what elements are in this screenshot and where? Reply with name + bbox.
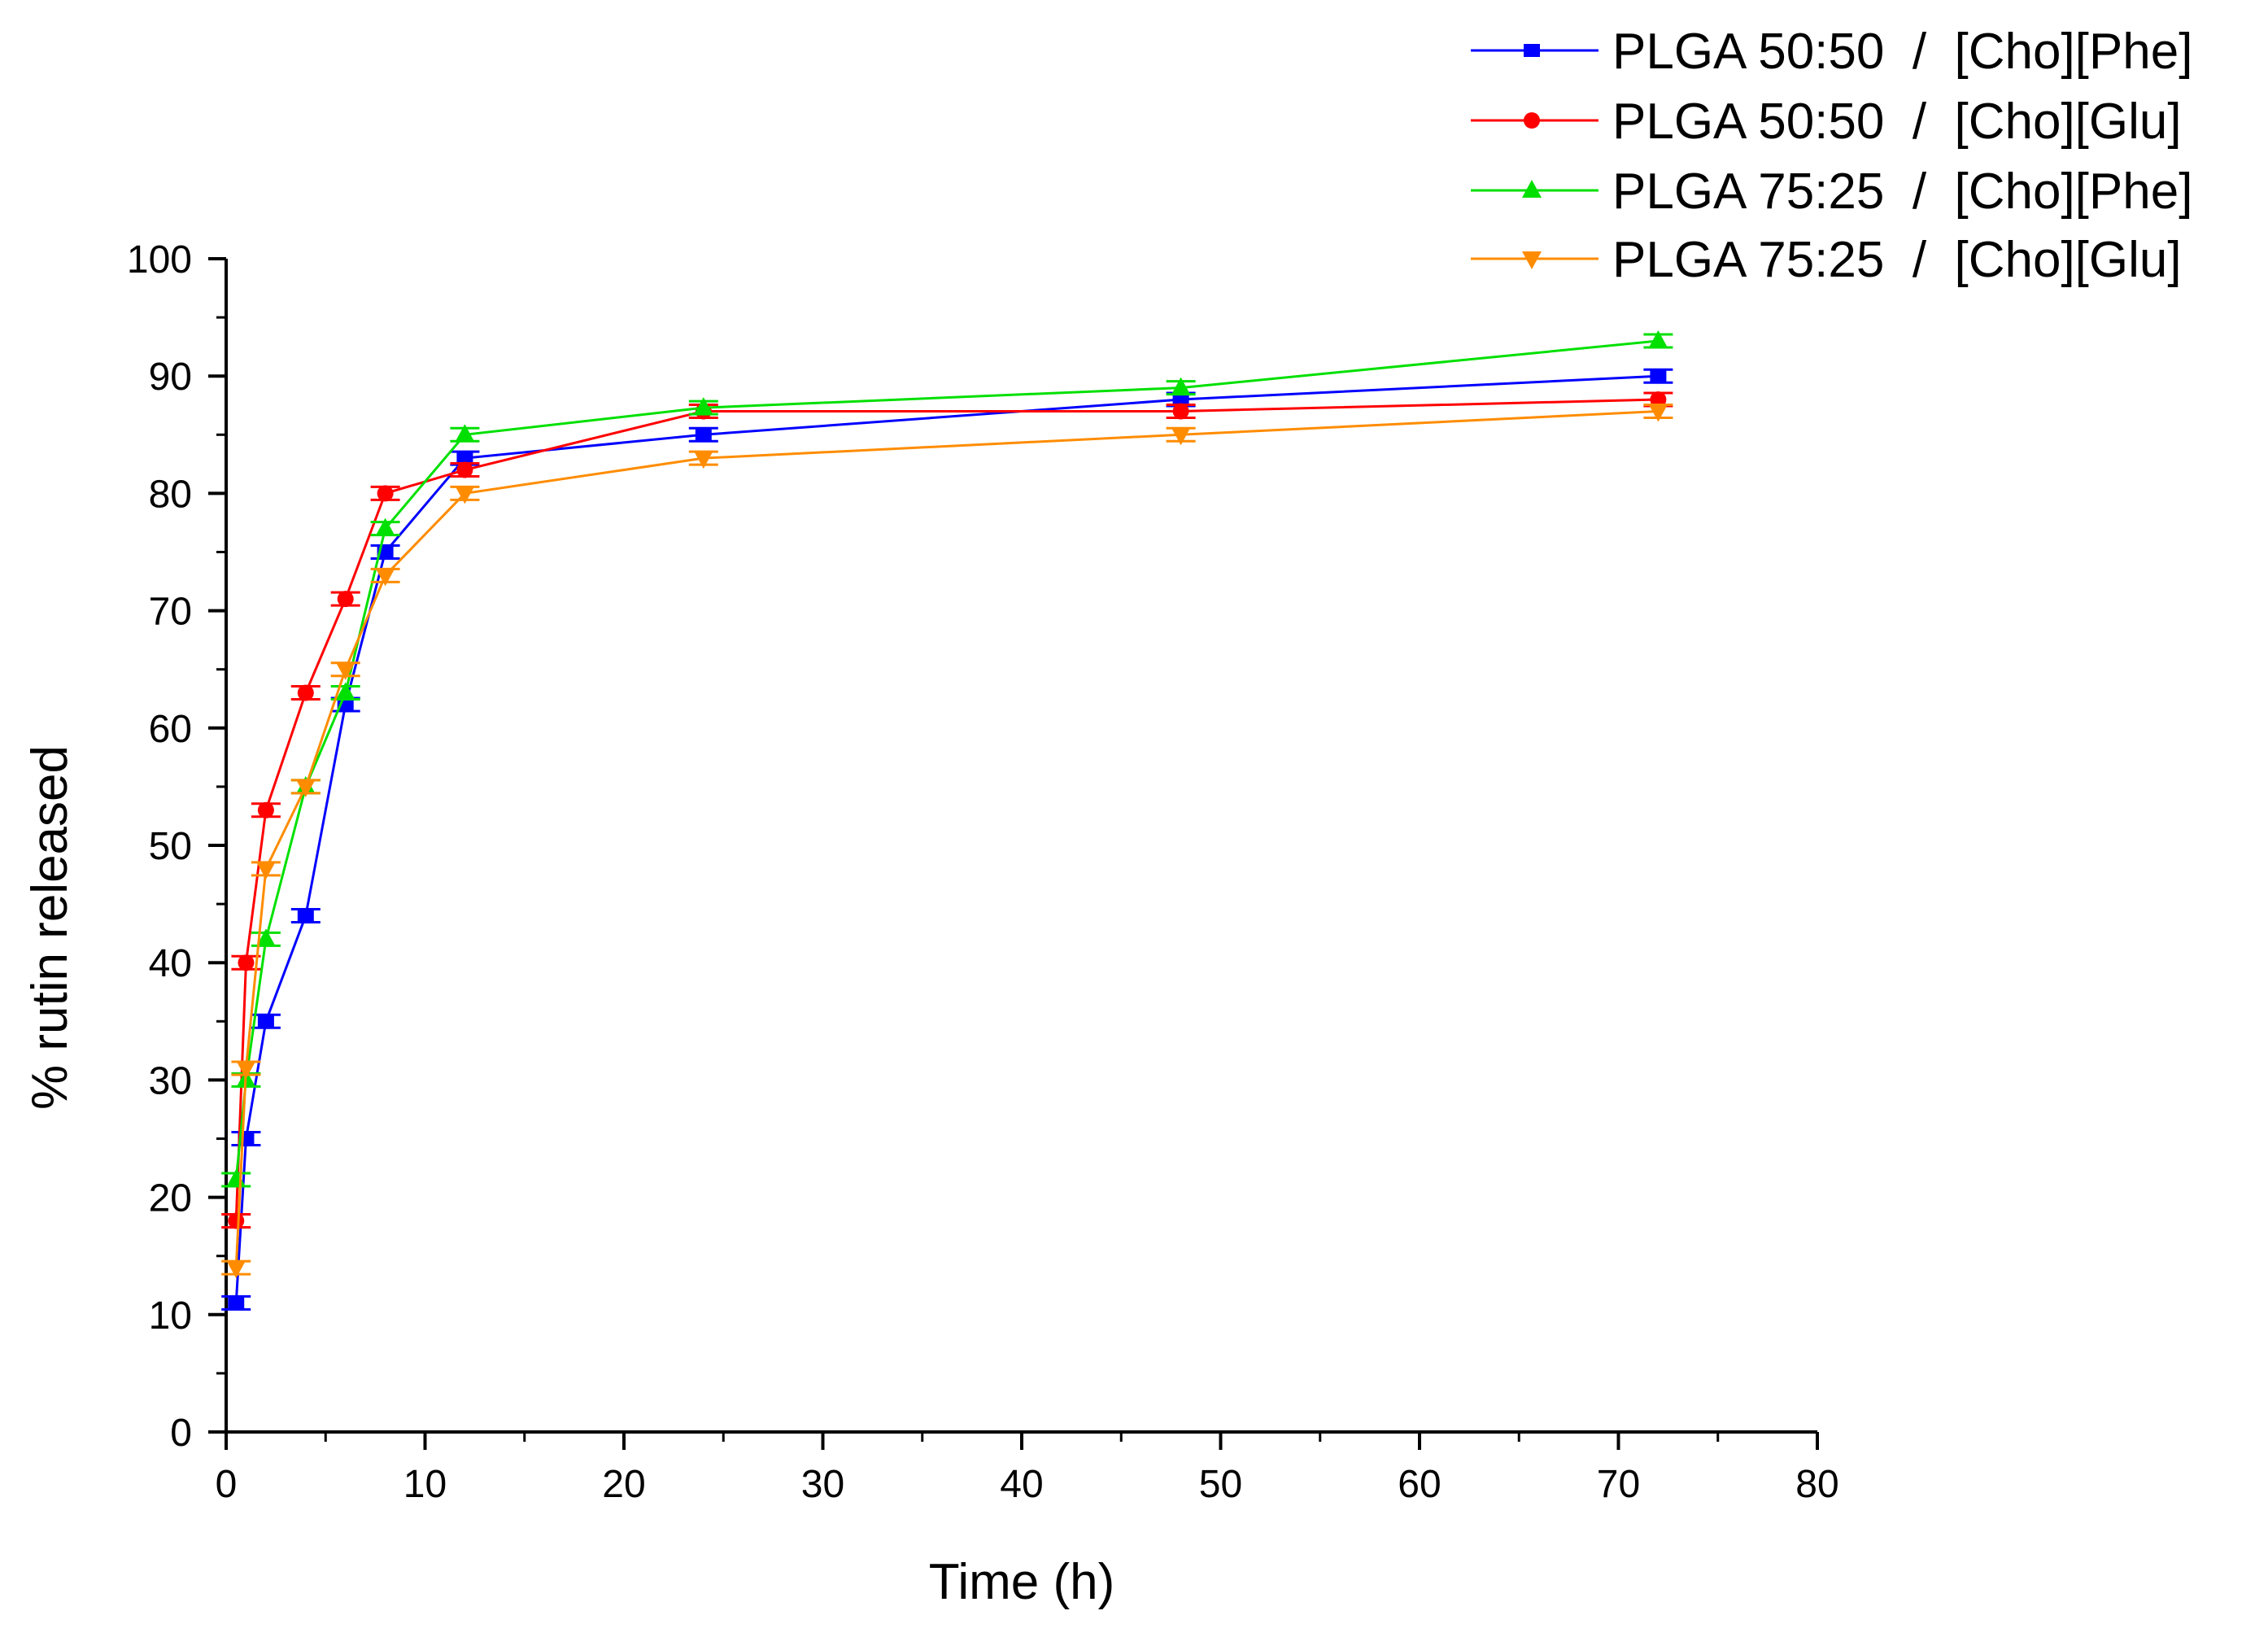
- data-point: [337, 591, 354, 608]
- legend-entry-1: PLGA 50:50 / [Cho][Phe]: [1471, 24, 2192, 80]
- legend-entry-4: PLGA 75:25 / [Cho][Glu]: [1471, 232, 2182, 288]
- data-point: [455, 486, 475, 504]
- axes: 0 10 20 30 40 50 60 70 80 90 100 0 10 20 30 40 50 60 70 80: [127, 238, 1839, 1506]
- legend-label: PLGA 50:50 / [Cho][Phe]: [1612, 24, 2192, 80]
- y-tick-label: 90: [149, 356, 192, 399]
- data-point: [1172, 403, 1189, 420]
- series-1: [221, 368, 1673, 1311]
- x-axis-title: Time (h): [929, 1554, 1114, 1610]
- legend: PLGA 50:50 / [Cho][Phe] PLGA 50:50 / [Cho…: [1471, 24, 2192, 288]
- data-point: [257, 1015, 274, 1028]
- data-point: [1171, 427, 1191, 446]
- data-point: [695, 428, 712, 442]
- legend-entry-2: PLGA 50:50 / [Cho][Glu]: [1471, 94, 2182, 150]
- data-point: [255, 861, 276, 880]
- data-point: [375, 568, 395, 587]
- y-tick-label: 100: [127, 238, 192, 282]
- data-point: [335, 682, 355, 701]
- data-point: [1650, 369, 1667, 383]
- x-tick-label: 80: [1795, 1463, 1838, 1506]
- data-point: [335, 661, 355, 680]
- y-tick-label: 70: [149, 591, 192, 634]
- y-axis-title: % rutin released: [22, 745, 78, 1110]
- data-point: [455, 424, 475, 443]
- y-tick-label: 30: [149, 1059, 192, 1102]
- x-tick-label: 20: [602, 1463, 645, 1506]
- data-point: [228, 1212, 245, 1229]
- data-point: [1648, 404, 1668, 422]
- data-point: [1648, 330, 1668, 348]
- data-point: [693, 397, 713, 416]
- data-point: [297, 684, 314, 701]
- legend-marker: [1524, 112, 1540, 129]
- data-point: [375, 517, 395, 536]
- data-point: [295, 779, 316, 797]
- y-tick-label: 20: [149, 1177, 192, 1220]
- legend-marker: [1522, 251, 1542, 269]
- series-line: [234, 398, 1659, 1221]
- legend-marker: [1524, 44, 1540, 57]
- data-point: [236, 1060, 256, 1079]
- y-tick-label: 60: [149, 708, 192, 751]
- x-tick-label: 30: [801, 1463, 844, 1506]
- y-tick-label: 10: [149, 1294, 192, 1338]
- data-point: [257, 801, 274, 818]
- series-line: [234, 339, 1659, 1181]
- y-tick-label: 50: [149, 825, 192, 868]
- legend-label: PLGA 75:25 / [Cho][Glu]: [1612, 232, 2182, 288]
- data-point: [456, 461, 473, 478]
- series-3: [221, 330, 1673, 1188]
- x-tick-label: 0: [216, 1463, 238, 1506]
- data-point: [226, 1260, 246, 1279]
- legend-label: PLGA 75:25 / [Cho][Phe]: [1612, 164, 2192, 220]
- data-point: [238, 954, 255, 971]
- data-point: [456, 452, 473, 465]
- data-point: [228, 1296, 245, 1310]
- x-tick-label: 40: [1000, 1463, 1043, 1506]
- series-4: [221, 403, 1673, 1279]
- series-line: [234, 374, 1659, 1303]
- series-2: [221, 391, 1673, 1229]
- y-tick-label: 0: [170, 1412, 192, 1455]
- legend-marker: [1522, 180, 1542, 198]
- x-tick-label: 50: [1199, 1463, 1242, 1506]
- x-tick-label: 70: [1597, 1463, 1640, 1506]
- data-point: [255, 928, 276, 947]
- series-group: [221, 330, 1673, 1311]
- data-point: [377, 485, 394, 502]
- data-point: [1171, 377, 1191, 395]
- y-tick-label: 80: [149, 473, 192, 516]
- legend-label: PLGA 50:50 / [Cho][Glu]: [1612, 94, 2182, 150]
- data-point: [1172, 393, 1189, 407]
- legend-entry-3: PLGA 75:25 / [Cho][Phe]: [1471, 164, 2192, 220]
- y-tick-label: 40: [149, 942, 192, 985]
- x-tick-label: 10: [403, 1463, 447, 1506]
- data-point: [693, 451, 713, 469]
- series-line: [234, 409, 1659, 1268]
- x-tick-label: 60: [1398, 1463, 1441, 1506]
- data-point: [297, 909, 314, 923]
